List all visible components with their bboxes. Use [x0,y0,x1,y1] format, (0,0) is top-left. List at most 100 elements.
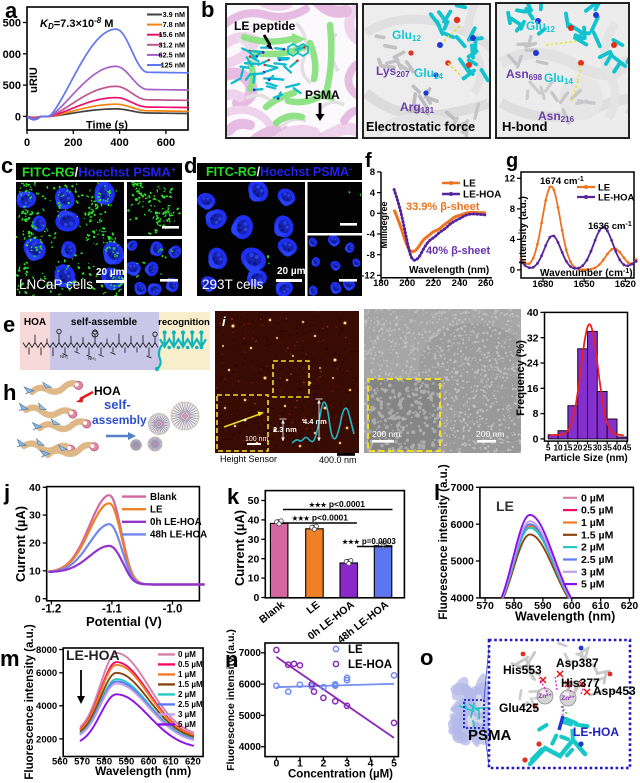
svg-text:1636 cm-1: 1636 cm-1 [588,221,632,232]
svg-text:assembly: assembly [92,413,147,427]
svg-text:180: 180 [373,278,389,289]
svg-text:Wavenumber (cm-1): Wavenumber (cm-1) [540,268,633,279]
svg-text:1 µM: 1 µM [178,670,196,679]
svg-text:Fluorescence intensity (a.u.): Fluorescence intensity (a.u.) [225,629,237,771]
svg-text:590: 590 [534,600,552,612]
svg-text:Wavelength (nm): Wavelength (nm) [95,764,191,778]
svg-text:6000: 6000 [36,668,57,679]
svg-text:PSMA: PSMA [468,727,512,744]
svg-text:20: 20 [248,553,260,565]
svg-text:Asp453: Asp453 [593,684,636,698]
svg-text:4000: 4000 [239,742,262,753]
svg-text:NH₂: NH₂ [88,356,96,361]
svg-text:40: 40 [29,482,41,494]
svg-text:LE: LE [348,644,363,656]
svg-text:Concentration (µM): Concentration (µM) [288,769,393,781]
svg-text:35: 35 [603,444,613,453]
svg-text:3.9 nM: 3.9 nM [163,10,185,19]
svg-text:1.5 µM: 1.5 µM [581,529,614,541]
svg-text:-8: -8 [367,250,375,261]
svg-text:2.5 µM: 2.5 µM [581,554,614,566]
svg-text:610: 610 [592,600,610,612]
svg-text:6000: 6000 [239,680,262,691]
svg-text:0: 0 [253,592,259,604]
svg-text:Asp387: Asp387 [556,656,599,670]
svg-text:2 µM: 2 µM [581,542,605,554]
svg-text:Wavelength (nm): Wavelength (nm) [515,610,615,624]
svg-text:-1.0: -1.0 [163,604,183,616]
svg-text:5000: 5000 [239,711,262,722]
svg-text:4000: 4000 [451,593,475,605]
svg-text:100 nm: 100 nm [245,436,269,443]
svg-text:LE: LE [150,505,163,516]
svg-text:Current (µA): Current (µA) [13,506,28,582]
svg-text:1620: 1620 [615,279,636,290]
svg-text:1650: 1650 [574,279,595,290]
svg-text:1: 1 [297,758,303,770]
svg-text:125 nM: 125 nM [161,61,185,70]
svg-text:5: 5 [546,444,551,453]
svg-text:5 µM: 5 µM [581,579,605,591]
svg-text:240: 240 [452,278,468,289]
svg-text:His377: His377 [561,676,600,690]
svg-text:LE-HOA: LE-HOA [598,193,635,204]
svg-text:4.4 nm: 4.4 nm [303,417,327,426]
svg-text:0: 0 [15,111,21,123]
svg-text:20: 20 [29,538,41,550]
svg-text:5 µM: 5 µM [178,720,196,729]
svg-text:LE: LE [598,183,610,194]
svg-text:2: 2 [320,758,326,770]
svg-text:FITC-RG/Hoechst PSMA-: FITC-RG/Hoechst PSMA- [206,164,352,179]
svg-text:2.5 µM: 2.5 µM [178,700,203,709]
svg-text:5000: 5000 [451,556,475,568]
svg-text:610: 610 [163,757,179,768]
svg-text:20 µm: 20 µm [277,266,306,277]
svg-text:2000: 2000 [36,734,57,745]
svg-text:400.0 nm: 400.0 nm [319,455,357,465]
svg-text:HOA: HOA [94,384,121,398]
svg-text:★★★ p=0.0003: ★★★ p=0.0003 [342,537,396,546]
svg-text:8: 8 [533,408,539,420]
svg-text:0 µM: 0 µM [178,650,196,659]
svg-text:1674 cm-1: 1674 cm-1 [540,176,584,187]
svg-text:15.6 nM: 15.6 nM [159,30,185,39]
svg-text:30: 30 [248,534,260,546]
svg-text:600: 600 [141,757,157,768]
svg-text:FITC-RG/Hoechst PSMA+: FITC-RG/Hoechst PSMA+ [22,165,176,180]
svg-text:40: 40 [527,307,539,319]
svg-text:0h LE-HOA: 0h LE-HOA [150,517,202,528]
svg-text:7.8 nM: 7.8 nM [163,20,185,29]
svg-text:✕: ✕ [577,679,586,691]
svg-text:Electrostatic force: Electrostatic force [366,120,475,134]
svg-text:4: 4 [510,235,516,246]
svg-text:590: 590 [118,757,134,768]
svg-text:LE-HOA: LE-HOA [348,659,392,671]
svg-text:-1.1: -1.1 [102,604,122,616]
svg-text:-4: -4 [367,229,376,240]
svg-text:40: 40 [612,444,622,453]
svg-text:4000: 4000 [36,701,57,712]
svg-text:8000: 8000 [36,645,57,656]
svg-text:NH₂: NH₂ [60,354,68,359]
svg-text:Zn²⁺: Zn²⁺ [561,695,575,702]
svg-text:Time (s): Time (s) [86,120,128,132]
svg-text:0 µM: 0 µM [581,492,605,504]
svg-text:Fluorescence intensity (a.u.): Fluorescence intensity (a.u.) [438,464,450,619]
svg-text:31.2 nM: 31.2 nM [159,40,185,49]
svg-text:H-bond: H-bond [502,119,548,134]
svg-text:500: 500 [3,18,21,30]
svg-text:1.5 µM: 1.5 µM [178,680,203,689]
svg-text:000: 000 [3,49,21,61]
svg-text:Intensity (a.u.): Intensity (a.u.) [518,196,529,264]
svg-text:uRIU: uRIU [28,67,40,93]
svg-text:Glu425: Glu425 [499,701,539,715]
svg-text:200 nm: 200 nm [372,429,400,439]
svg-text:8: 8 [370,167,375,178]
svg-text:16: 16 [527,383,539,395]
svg-text:6000: 6000 [451,519,475,531]
svg-text:recognition: recognition [158,317,210,328]
svg-text:24: 24 [527,358,539,370]
svg-text:✕: ✕ [582,687,591,699]
svg-text:✕: ✕ [555,669,564,681]
svg-text:12: 12 [504,174,515,185]
